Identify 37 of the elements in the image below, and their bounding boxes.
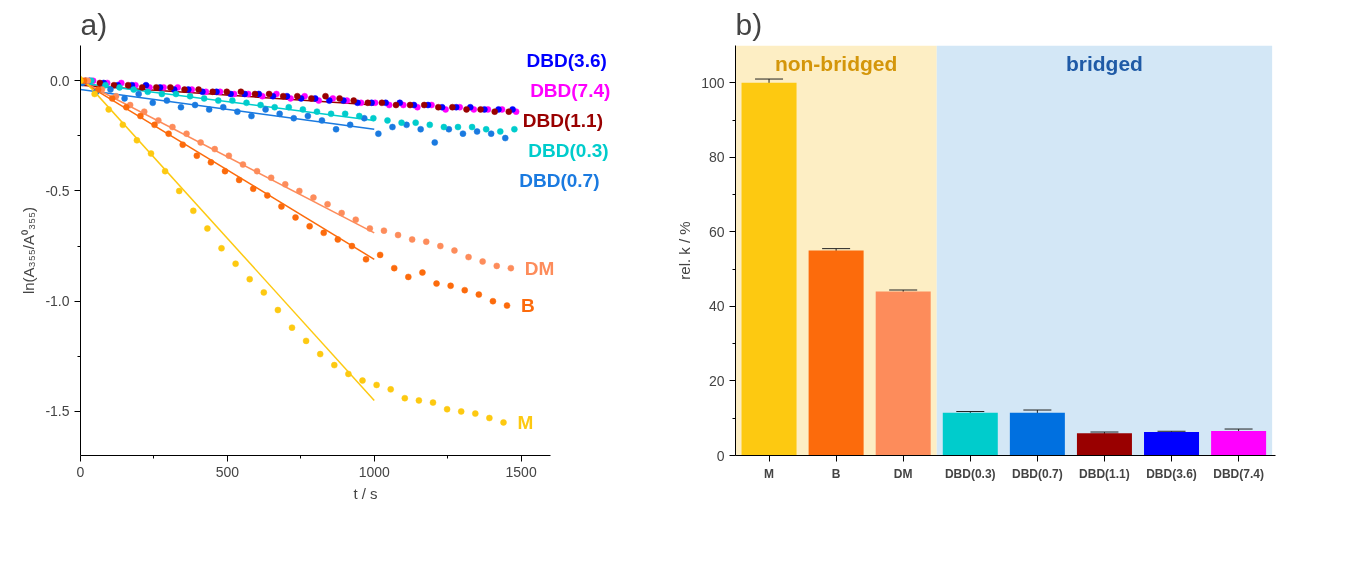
series-label: M: [517, 411, 534, 433]
x-tick-label: 1500: [505, 463, 537, 480]
series-label: DM: [524, 257, 555, 279]
y-tick-label: -1.5: [45, 403, 70, 420]
band-label: bridged: [1065, 51, 1143, 75]
x-tick-label: DBD(0.3): [944, 466, 996, 481]
x-tick-label: DBD(7.4): [1213, 466, 1264, 481]
y-tick-label: -0.5: [45, 182, 70, 199]
y-tick-label: 0: [716, 447, 725, 464]
chart-title: b): [735, 7, 763, 41]
x-tick-label: 1000: [358, 463, 391, 480]
x-tick-label: DBD(3.6): [1146, 466, 1197, 481]
x-tick-label: M: [764, 466, 775, 481]
x-tick-label: DBD(1.1): [1079, 466, 1130, 481]
y-tick-label: -1.0: [45, 293, 70, 310]
series-label: B: [521, 295, 535, 317]
x-tick-label: DBD(0.7): [1012, 466, 1063, 481]
x-tick-label: DM: [893, 466, 913, 481]
series-label: DBD(7.4): [530, 79, 611, 101]
x-tick-label: B: [831, 466, 841, 481]
y-tick-label: 20: [708, 372, 725, 389]
y-tick-label: 40: [708, 298, 725, 315]
series-label: DBD(1.1): [522, 109, 604, 131]
y-tick-label: 100: [701, 74, 725, 91]
y-tick-label: 80: [708, 149, 725, 166]
y-tick-label: 0.0: [50, 72, 70, 89]
band-label: non-bridged: [774, 51, 898, 75]
chart-title: a): [80, 7, 108, 41]
y-tick-label: 60: [708, 223, 725, 240]
y-axis-title: ln(A₃₅₅/A⁰₃₅₅): [20, 206, 38, 295]
text: DBD(3.6): [526, 49, 607, 71]
x-axis-title: t / s: [353, 484, 378, 502]
x-tick-label: 0: [76, 463, 85, 480]
y-axis-title: rel. k / %: [676, 221, 694, 280]
series-label: DBD(0.3): [528, 139, 609, 161]
series-label: DBD(0.7): [519, 169, 600, 191]
x-tick-label: 500: [215, 463, 240, 480]
